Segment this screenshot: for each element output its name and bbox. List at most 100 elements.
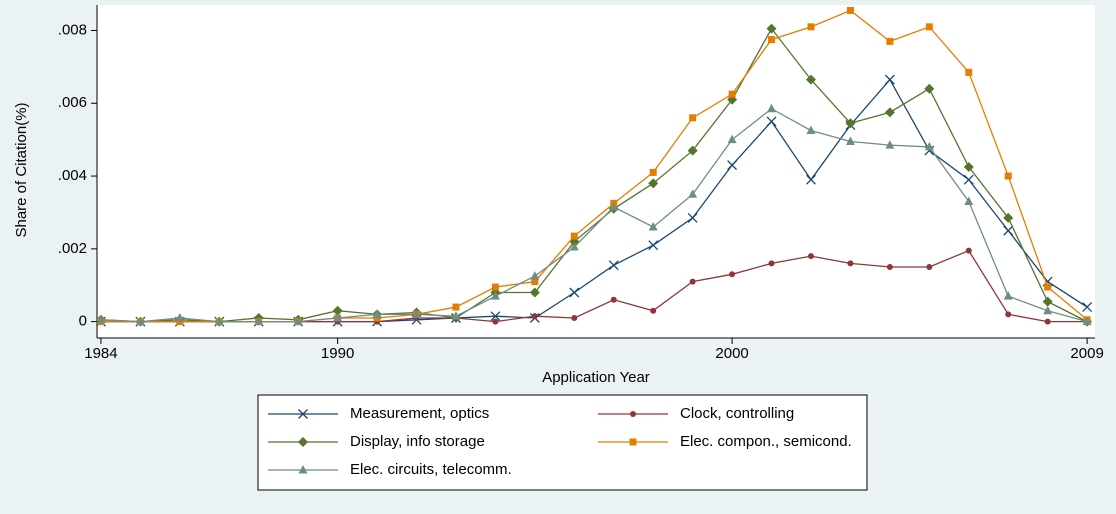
data-point xyxy=(529,287,540,298)
data-point xyxy=(687,212,698,223)
data-point xyxy=(332,305,343,316)
data-point xyxy=(924,83,935,94)
data-point xyxy=(214,316,224,326)
data-point xyxy=(886,37,894,45)
legend-label: Elec. circuits, telecomm. xyxy=(350,461,512,478)
data-point xyxy=(1003,291,1013,300)
data-point xyxy=(847,260,854,267)
data-point xyxy=(531,278,539,286)
data-point xyxy=(884,74,895,85)
data-point xyxy=(1044,283,1052,291)
legend-label: Elec. compon., semicond. xyxy=(680,433,852,450)
data-point xyxy=(807,23,815,31)
y-tick-label: .008 xyxy=(58,21,87,38)
data-point xyxy=(1003,225,1014,236)
y-axis-label: Share of Citation(%) xyxy=(13,102,30,237)
data-point xyxy=(806,125,816,135)
legend-marker xyxy=(298,465,308,474)
data-point xyxy=(845,136,855,145)
data-point xyxy=(610,296,617,303)
data-point xyxy=(886,264,893,271)
data-point xyxy=(569,287,580,298)
y-tick-label: .004 xyxy=(58,167,87,184)
data-point xyxy=(767,103,777,113)
data-point xyxy=(924,145,935,156)
data-point xyxy=(492,318,499,325)
data-point xyxy=(884,107,895,118)
data-point xyxy=(965,247,972,254)
data-point xyxy=(727,134,737,144)
data-point xyxy=(1043,305,1053,315)
x-tick-label: 1984 xyxy=(84,345,117,362)
data-point xyxy=(806,174,816,185)
legend xyxy=(257,394,868,491)
legend-label: Measurement, optics xyxy=(350,405,489,422)
data-point xyxy=(135,316,145,326)
data-point xyxy=(768,36,776,44)
data-point xyxy=(569,242,579,251)
data-point xyxy=(609,201,619,211)
data-point xyxy=(805,74,816,85)
data-point xyxy=(451,311,461,320)
y-tick-label: .006 xyxy=(58,94,87,111)
data-point xyxy=(728,90,736,98)
data-point xyxy=(175,312,185,322)
data-point xyxy=(570,232,578,240)
data-point xyxy=(608,260,619,271)
data-point xyxy=(963,174,974,185)
series-line xyxy=(100,27,1088,323)
data-point xyxy=(926,264,933,271)
data-point xyxy=(925,23,933,31)
data-point xyxy=(1044,318,1051,325)
legend-marker xyxy=(298,409,308,419)
x-tick-label: 2000 xyxy=(715,345,748,362)
y-tick-label: 0 xyxy=(79,313,87,330)
data-point xyxy=(687,145,698,156)
data-point xyxy=(729,271,736,278)
data-point xyxy=(412,309,422,318)
data-point xyxy=(1004,172,1012,180)
data-point xyxy=(531,313,538,320)
data-point xyxy=(963,161,974,172)
data-point xyxy=(766,23,777,34)
data-point xyxy=(490,311,501,322)
data-point xyxy=(768,260,775,267)
data-point xyxy=(452,303,460,311)
legend-marker xyxy=(630,411,636,417)
data-point xyxy=(689,114,697,122)
data-point xyxy=(965,68,973,76)
data-point xyxy=(1082,316,1092,326)
data-point xyxy=(372,309,382,318)
data-point xyxy=(648,240,659,251)
data-point xyxy=(1082,302,1093,313)
x-axis-label: Application Year xyxy=(542,369,650,386)
series-line xyxy=(100,107,1088,323)
data-point xyxy=(96,314,106,324)
data-point xyxy=(846,6,854,14)
data-point xyxy=(649,168,657,176)
data-point xyxy=(1042,296,1053,307)
legend-marker xyxy=(629,438,637,446)
legend-label: Clock, controlling xyxy=(680,405,794,422)
data-point xyxy=(176,318,184,326)
data-point xyxy=(650,307,657,314)
data-point xyxy=(1005,311,1012,318)
data-point xyxy=(845,118,856,129)
data-point xyxy=(964,196,974,206)
data-point xyxy=(1003,212,1014,223)
data-point xyxy=(530,271,540,280)
y-tick-label: .002 xyxy=(58,240,87,257)
data-point xyxy=(766,116,777,127)
data-point xyxy=(924,141,934,151)
data-point xyxy=(254,316,264,326)
data-point xyxy=(689,278,696,285)
data-point xyxy=(373,314,381,322)
legend-marker xyxy=(298,437,308,447)
plot-area xyxy=(97,5,1095,338)
data-point xyxy=(490,291,500,300)
data-point xyxy=(807,253,814,260)
data-point xyxy=(333,312,343,322)
data-point xyxy=(727,160,738,171)
data-point xyxy=(491,283,499,291)
